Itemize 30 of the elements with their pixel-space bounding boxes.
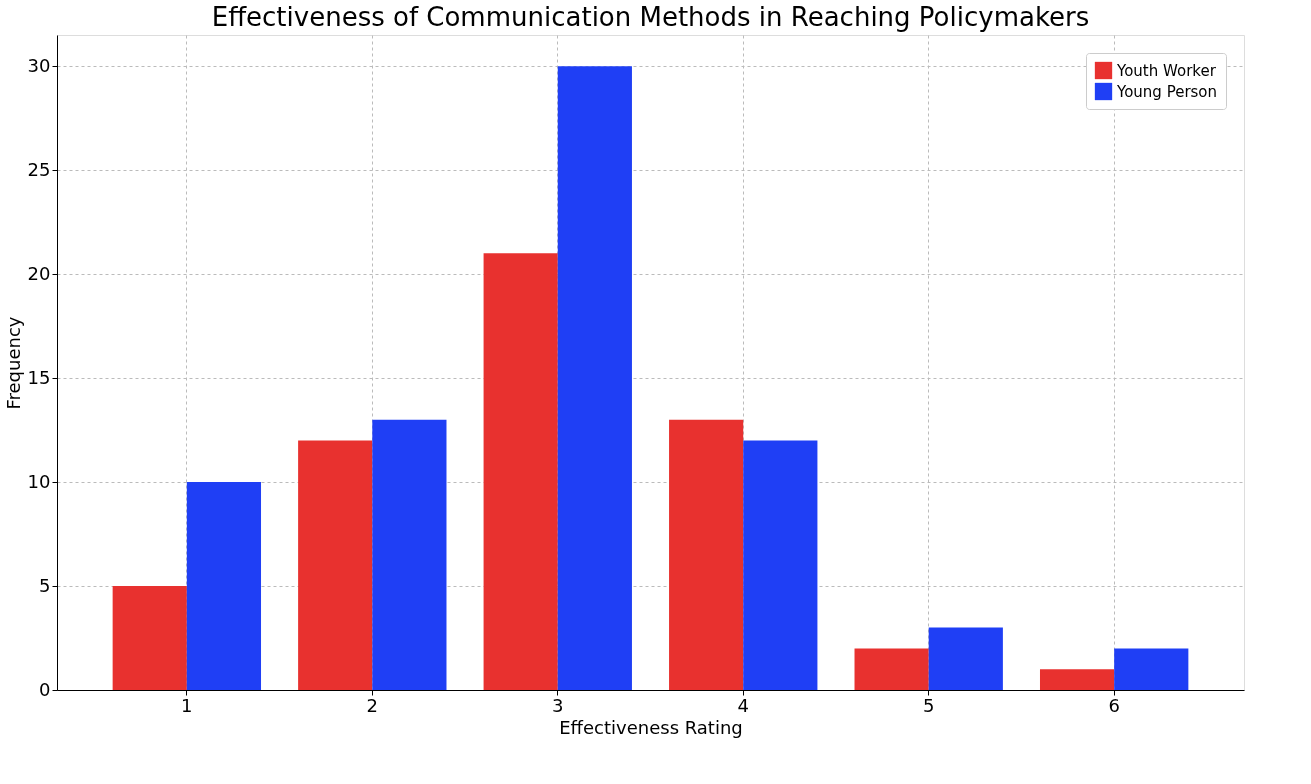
bar <box>669 419 744 690</box>
bar <box>743 440 818 690</box>
x-tick-label: 6 <box>1108 694 1120 716</box>
y-axis-title: Frequency <box>2 316 24 410</box>
x-tick-label: 5 <box>922 694 935 716</box>
bar <box>186 482 262 690</box>
bar <box>112 586 187 690</box>
bar <box>928 627 1003 690</box>
y-tick-label: 10 <box>27 470 51 492</box>
y-tick-label: 25 <box>27 158 51 180</box>
chart-title: Effectiveness of Communication Methods in Reaching Policymakers <box>211 2 1090 32</box>
bar <box>483 253 558 690</box>
legend-label: Young Person <box>1116 82 1218 101</box>
x-tick-label: 4 <box>737 694 749 716</box>
legend-label: Youth Worker <box>1116 61 1217 80</box>
bar <box>854 648 929 690</box>
bar <box>1114 648 1189 690</box>
x-tick-label: 3 <box>552 694 564 716</box>
bar <box>372 419 447 690</box>
y-tick-label: 20 <box>27 262 51 284</box>
y-tick-label: 0 <box>39 678 51 700</box>
bar <box>1039 669 1115 690</box>
y-tick-label: 15 <box>27 366 51 388</box>
y-tick-label: 5 <box>39 574 51 596</box>
bar <box>298 440 373 690</box>
x-tick-label: 1 <box>181 694 193 716</box>
bar <box>557 66 632 690</box>
y-tick-label: 30 <box>27 54 51 76</box>
x-axis-title: Effectiveness Rating <box>559 716 743 738</box>
x-tick-label: 2 <box>366 694 379 716</box>
